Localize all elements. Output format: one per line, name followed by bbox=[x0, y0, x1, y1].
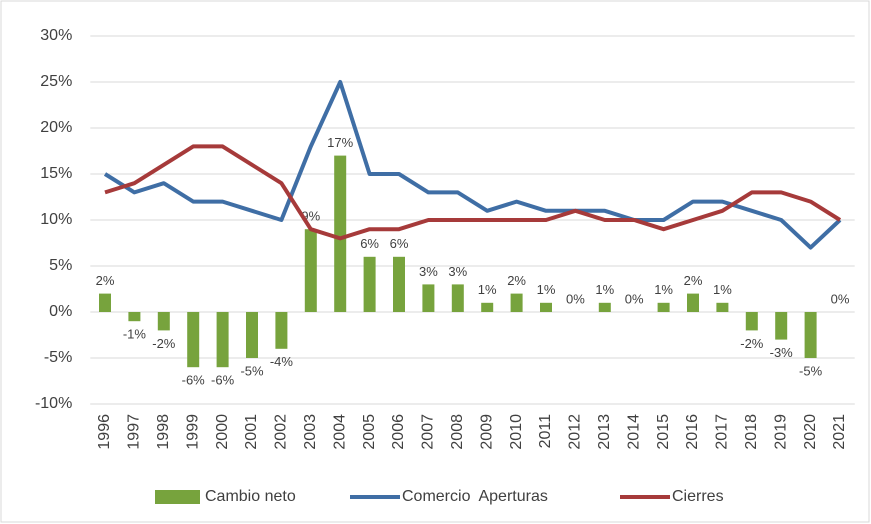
bar bbox=[598, 302, 611, 312]
data-label: 3% bbox=[448, 264, 467, 279]
data-label: -6% bbox=[182, 373, 206, 388]
bar bbox=[246, 312, 258, 358]
x-tick-label: 2018 bbox=[743, 414, 760, 450]
bar bbox=[187, 312, 200, 368]
line bbox=[104, 144, 842, 241]
data-label: 17% bbox=[327, 135, 353, 150]
y-tick-label: 0% bbox=[49, 303, 72, 320]
y-tick-label: 15% bbox=[40, 165, 72, 182]
bar bbox=[451, 284, 464, 312]
y-tick-label: 5% bbox=[49, 257, 72, 274]
x-tick-label: 2013 bbox=[596, 414, 613, 450]
x-tick-label: 2015 bbox=[655, 414, 672, 450]
data-label: 0% bbox=[831, 291, 850, 306]
x-tick-label: 1998 bbox=[155, 414, 172, 450]
data-label: 1% bbox=[713, 282, 732, 297]
data-label: 3% bbox=[419, 264, 438, 279]
x-tick-label: 2020 bbox=[802, 414, 819, 450]
x-tick-label: 1996 bbox=[96, 414, 113, 450]
data-label: -5% bbox=[799, 363, 823, 378]
data-label: 0% bbox=[625, 291, 644, 306]
bar bbox=[657, 302, 670, 312]
x-tick-label: 2012 bbox=[567, 414, 584, 450]
x-tick-label: 2003 bbox=[302, 414, 319, 450]
data-label: 0% bbox=[566, 291, 585, 306]
x-tick-label: 2011 bbox=[537, 414, 554, 449]
data-label: -4% bbox=[270, 354, 294, 369]
x-tick-label: 2006 bbox=[390, 414, 407, 450]
x-tick-label: 1999 bbox=[184, 414, 201, 450]
data-label: -2% bbox=[152, 336, 176, 351]
y-tick-label: 10% bbox=[40, 211, 72, 228]
data-label: 1% bbox=[654, 282, 673, 297]
x-tick-label: 1997 bbox=[126, 414, 143, 450]
bar bbox=[128, 312, 141, 322]
bar bbox=[540, 302, 552, 312]
x-tick-label: 2014 bbox=[625, 414, 642, 450]
bar bbox=[334, 155, 347, 312]
data-label: 1% bbox=[595, 282, 614, 297]
bar bbox=[716, 302, 729, 312]
x-tick-label: 2005 bbox=[361, 414, 378, 450]
x-tick-label: 2016 bbox=[684, 414, 701, 450]
y-tick-label: 20% bbox=[40, 119, 72, 136]
legend-swatch bbox=[155, 490, 200, 504]
bar bbox=[422, 284, 435, 312]
bar bbox=[775, 312, 788, 340]
x-tick-label: 2002 bbox=[273, 414, 290, 450]
x-tick-label: 2001 bbox=[243, 414, 260, 450]
x-tick-label: 2009 bbox=[478, 414, 495, 450]
data-label: -3% bbox=[770, 345, 794, 360]
legend-label: Cierres bbox=[672, 488, 724, 505]
x-tick-label: 2021 bbox=[831, 414, 848, 450]
legend-label: Comercio Aperturas bbox=[402, 488, 548, 505]
data-label: -6% bbox=[211, 373, 235, 388]
y-tick-label: -5% bbox=[44, 349, 72, 366]
x-tick-label: 2010 bbox=[508, 414, 525, 450]
y-tick-label: 25% bbox=[40, 73, 72, 90]
bar bbox=[157, 312, 170, 331]
x-tick-label: 2008 bbox=[449, 414, 466, 450]
y-tick-label: -10% bbox=[35, 395, 72, 412]
data-label: 1% bbox=[537, 282, 556, 297]
line bbox=[103, 80, 842, 250]
data-label: 2% bbox=[507, 273, 526, 288]
data-label: -5% bbox=[240, 363, 264, 378]
data-label: 2% bbox=[96, 273, 115, 288]
bar bbox=[804, 312, 817, 358]
bar bbox=[745, 312, 758, 331]
bar bbox=[275, 312, 288, 349]
y-tick-label: 30% bbox=[40, 27, 72, 44]
data-label: -1% bbox=[123, 327, 147, 342]
x-tick-label: 2004 bbox=[331, 414, 348, 450]
bar bbox=[216, 312, 229, 368]
data-label: -2% bbox=[740, 336, 764, 351]
x-tick-label: 2017 bbox=[714, 414, 731, 450]
bar bbox=[687, 293, 699, 312]
data-label: 2% bbox=[684, 273, 703, 288]
bar bbox=[510, 293, 523, 312]
bar bbox=[304, 229, 317, 312]
bar bbox=[363, 256, 376, 312]
bar bbox=[481, 302, 494, 312]
data-label: 6% bbox=[360, 236, 379, 251]
x-tick-label: 2000 bbox=[214, 414, 231, 450]
data-label: 6% bbox=[390, 236, 409, 251]
data-label: 1% bbox=[478, 282, 497, 297]
bar bbox=[99, 293, 111, 312]
x-tick-label: 2019 bbox=[772, 414, 789, 450]
x-tick-label: 2007 bbox=[420, 414, 437, 450]
legend-label: Cambio neto bbox=[205, 488, 296, 505]
bar bbox=[393, 256, 405, 312]
